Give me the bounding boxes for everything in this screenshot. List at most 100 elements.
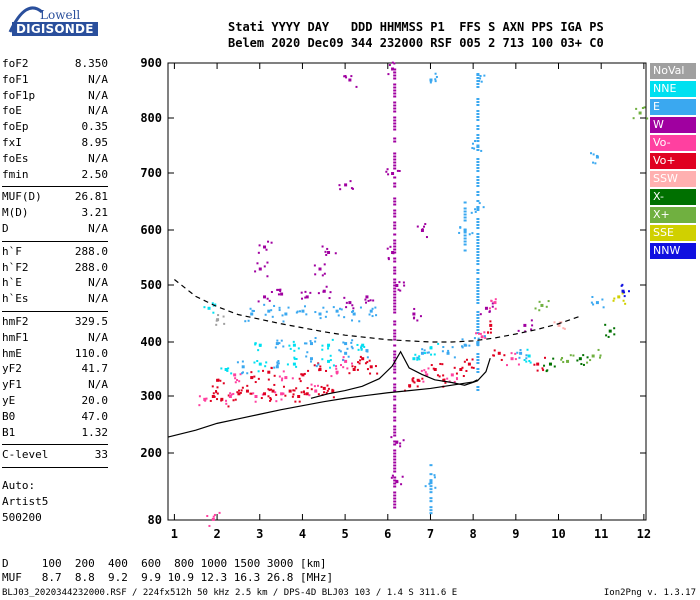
echo-dot bbox=[322, 307, 324, 309]
echo-dot bbox=[421, 352, 424, 355]
echo-dot bbox=[233, 373, 236, 376]
echo-dot bbox=[213, 516, 215, 518]
echo-dot bbox=[325, 316, 327, 318]
y-tick-label: 600 bbox=[140, 223, 162, 237]
param-row: foF2 8.350 bbox=[2, 57, 108, 73]
echo-dot bbox=[241, 389, 243, 391]
echo-dot bbox=[481, 81, 483, 83]
version-label: Ion2Png v. 1.3.17 bbox=[604, 588, 696, 598]
echo-streak-dot bbox=[393, 117, 396, 119]
echo-dot bbox=[276, 365, 279, 368]
echo-dot bbox=[474, 337, 476, 339]
echo-dot bbox=[562, 361, 564, 363]
echo-dot bbox=[478, 333, 480, 335]
echo-dot bbox=[325, 370, 327, 372]
echo-dot bbox=[464, 229, 467, 232]
echo-streak-dot bbox=[476, 329, 479, 331]
echo-dot bbox=[254, 270, 256, 272]
echo-dot bbox=[278, 293, 280, 295]
x-tick-label: 11 bbox=[594, 527, 608, 541]
echo-dot bbox=[525, 357, 527, 359]
echo-streak-dot bbox=[476, 161, 479, 163]
param-label: hmF2 bbox=[2, 315, 29, 328]
echo-dot bbox=[326, 248, 328, 250]
echo-dot bbox=[319, 268, 322, 271]
echo-dot bbox=[319, 313, 322, 316]
legend-item: SSE bbox=[650, 225, 696, 241]
echo-streak-dot bbox=[429, 500, 432, 502]
echo-dot bbox=[292, 377, 294, 379]
param-row: yF1 N/A bbox=[2, 378, 108, 394]
echo-dot bbox=[258, 378, 260, 380]
x-tick-label: 7 bbox=[427, 527, 434, 541]
echo-dot bbox=[292, 389, 294, 391]
echo-dot bbox=[562, 327, 564, 329]
echo-dot bbox=[472, 143, 474, 145]
echo-dot bbox=[400, 483, 402, 485]
echo-streak-dot bbox=[393, 399, 396, 401]
echo-dot bbox=[570, 354, 572, 356]
echo-dot bbox=[255, 401, 257, 403]
legend-item: Vo- bbox=[650, 135, 696, 151]
echo-dot bbox=[333, 396, 335, 398]
echo-dot bbox=[487, 332, 489, 334]
echo-streak-dot bbox=[393, 288, 396, 290]
y-tick-label: 900 bbox=[140, 56, 162, 70]
echo-dot bbox=[293, 344, 296, 347]
echo-streak-dot bbox=[393, 384, 396, 386]
param-row: hmF1 N/A bbox=[2, 331, 108, 347]
echo-dot bbox=[280, 399, 282, 401]
echo-dot bbox=[327, 360, 330, 363]
auto-code: 500200 bbox=[2, 510, 48, 526]
echo-dot bbox=[372, 308, 374, 310]
echo-dot bbox=[238, 380, 240, 382]
plot-frame bbox=[168, 63, 646, 520]
echo-streak-dot bbox=[393, 390, 396, 392]
echo-dot bbox=[318, 393, 320, 395]
param-value: 8.95 bbox=[82, 136, 109, 149]
echo-dot bbox=[465, 345, 467, 347]
echo-streak-dot bbox=[476, 284, 479, 286]
param-value: 288.0 bbox=[75, 261, 108, 274]
echo-dot bbox=[258, 370, 260, 372]
echo-dot bbox=[330, 291, 332, 293]
echo-streak-dot bbox=[464, 214, 467, 216]
echo-dot bbox=[387, 168, 389, 170]
echo-streak-dot bbox=[393, 336, 396, 338]
echo-dot bbox=[434, 353, 436, 355]
echo-dot bbox=[538, 309, 540, 311]
echo-dot bbox=[344, 360, 347, 363]
echo-dot bbox=[315, 389, 317, 391]
echo-dot bbox=[352, 307, 354, 309]
echo-dot bbox=[257, 349, 259, 351]
echo-streak-dot bbox=[393, 159, 396, 161]
echo-streak-dot bbox=[393, 222, 396, 224]
param-value: 0.35 bbox=[82, 120, 109, 133]
param-label: C-level bbox=[2, 448, 48, 461]
echo-dot bbox=[255, 395, 257, 397]
echo-streak-dot bbox=[393, 201, 396, 203]
echo-streak-dot bbox=[464, 244, 467, 246]
echo-dot bbox=[335, 252, 337, 254]
echo-dot bbox=[601, 299, 603, 301]
param-value: 33 bbox=[95, 448, 108, 461]
echo-dot bbox=[253, 310, 255, 312]
echo-dot bbox=[329, 297, 331, 299]
echo-streak-dot bbox=[476, 356, 479, 358]
echo-streak-dot bbox=[393, 456, 396, 458]
echo-streak-dot bbox=[393, 351, 396, 353]
echo-dot bbox=[253, 376, 255, 378]
echo-streak-dot bbox=[393, 186, 396, 188]
echo-dot bbox=[217, 314, 219, 316]
echo-streak-dot bbox=[393, 93, 396, 95]
echo-dot bbox=[266, 262, 268, 264]
echo-dot bbox=[635, 108, 637, 110]
echo-dot bbox=[369, 314, 371, 316]
echo-dot bbox=[492, 302, 494, 304]
echo-streak-dot bbox=[393, 240, 396, 242]
echo-dot bbox=[217, 393, 219, 395]
echo-dot bbox=[269, 397, 271, 399]
header-line1: Stati YYYY DAY DDD HHMMSS P1 FFS S AXN P… bbox=[228, 19, 604, 35]
echo-dot bbox=[242, 387, 244, 389]
echo-streak-dot bbox=[393, 108, 396, 110]
